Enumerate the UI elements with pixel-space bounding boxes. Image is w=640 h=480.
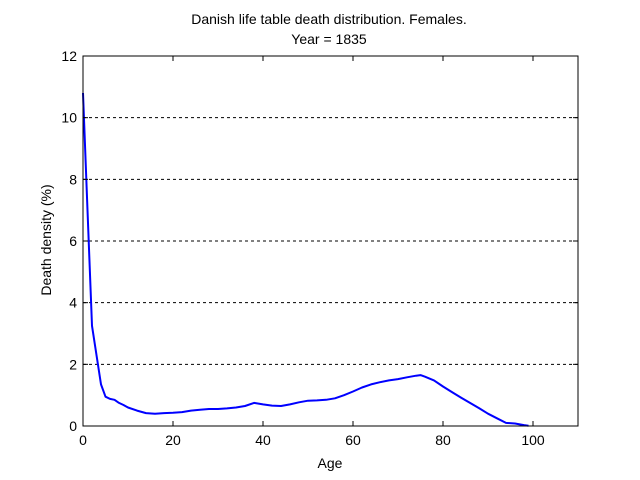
y-tick-label: 2 [69,356,77,372]
x-tick-label: 40 [255,432,271,448]
x-tick-label: 60 [345,432,361,448]
y-axis: 0 2 4 6 8 10 12 [61,48,578,434]
x-tick-label: 100 [521,432,545,448]
y-tick-label: 6 [69,233,77,249]
grid-lines [83,117,578,365]
series-line [82,92,529,427]
y-tick-label: 0 [69,418,77,434]
y-tick-label: 12 [61,48,77,64]
chart-title: Danish life table death distribution. Fe… [191,11,466,27]
x-axis: 0 20 40 60 80 100 [79,56,545,448]
y-axis-label: Death density (%) [38,184,54,295]
y-tick-label: 4 [69,295,77,311]
x-axis-label: Age [318,455,343,471]
chart-subtitle: Year = 1835 [291,31,367,47]
y-tick-label: 10 [61,110,77,126]
x-tick-label: 0 [79,432,87,448]
x-tick-label: 80 [435,432,451,448]
y-tick-label: 8 [69,171,77,187]
x-tick-label: 20 [165,432,181,448]
